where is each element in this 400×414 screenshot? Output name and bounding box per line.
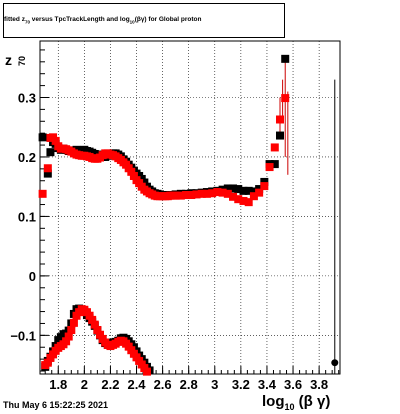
data-point: [213, 188, 222, 197]
data-point: [129, 171, 138, 180]
data-point: [331, 359, 339, 367]
data-point: [96, 330, 104, 339]
data-point: [187, 191, 196, 200]
plot-title: fitted z70 versus TpcTrackLength and log…: [4, 16, 300, 24]
x-tick-label: 3.2: [232, 377, 250, 392]
x-tick-label: 2.2: [101, 377, 119, 392]
y-tick-label: 0.2: [18, 150, 36, 165]
x-tick-label: 2: [81, 377, 88, 392]
y-tick-label: 0.1: [18, 209, 36, 224]
data-point: [229, 192, 238, 201]
data-point: [43, 169, 52, 178]
data-point: [223, 184, 232, 193]
data-point: [176, 191, 185, 200]
title-mid: versus TpcTrackLength and log: [29, 16, 130, 23]
x-tick-label: 2.8: [180, 377, 198, 392]
data-point: [38, 189, 47, 198]
title-sub2: 10: [129, 19, 135, 25]
data-point: [234, 195, 243, 204]
data-point: [127, 167, 136, 176]
y-axis-label-subscript: 70: [17, 55, 27, 66]
data-point: [244, 198, 253, 207]
x-tick-label: 3.8: [310, 377, 328, 392]
x-tick-label: 3: [211, 377, 218, 392]
x-tick-label: 2.6: [154, 377, 172, 392]
axes: [40, 49, 340, 374]
data-point: [249, 187, 258, 196]
data-point: [239, 196, 248, 205]
data-point: [223, 189, 232, 198]
data-point: [93, 325, 102, 334]
data-point: [62, 337, 71, 346]
x-tick-label: 2.4: [127, 377, 146, 392]
data-point: [192, 190, 201, 199]
title-box: fitted z70 versus TpcTrackLength and log…: [3, 3, 285, 38]
tick-labels: 1.8 2 2.2 2.4 2.6 2.8 3 3.2 3.4 3.6 3.8 −0.1 0 0.1 0.2…: [10, 90, 328, 392]
data-point: [244, 186, 253, 195]
y-tick-label: −0.1: [10, 328, 36, 343]
title-sub: 70: [24, 19, 30, 25]
data-point: [218, 188, 227, 197]
data-point: [276, 115, 284, 124]
data-point: [171, 191, 180, 200]
data-point: [140, 178, 149, 187]
timestamp: Thu May 6 15:22:25 2021: [3, 400, 109, 410]
data-point: [270, 160, 279, 169]
data-point: [239, 186, 248, 195]
data-point: [276, 131, 284, 140]
data-point: [67, 325, 76, 334]
data-point: [281, 94, 290, 103]
y-tick-label: 0.3: [18, 90, 36, 105]
data-point: [46, 148, 55, 157]
data-markers: [38, 54, 339, 376]
data-point: [260, 182, 269, 191]
plot-frame: [39, 40, 341, 375]
data-point: [51, 136, 60, 145]
data-point: [281, 54, 290, 63]
data-point: [85, 311, 94, 320]
data-point: [249, 192, 258, 201]
y-tick-label: 0: [29, 269, 36, 284]
x-tick-label: 1.8: [49, 377, 67, 392]
data-point: [90, 320, 99, 329]
x-axis-label: log10 (β γ): [262, 393, 331, 412]
data-point: [88, 315, 97, 324]
data-point: [43, 358, 52, 367]
data-point: [182, 191, 191, 200]
title-post: (βγ) for Global proton: [134, 16, 202, 23]
data-point: [202, 189, 211, 198]
grid-lines: [40, 41, 340, 374]
data-point: [43, 164, 52, 173]
data-point: [38, 133, 47, 142]
data-point: [260, 177, 269, 186]
data-point: [229, 184, 238, 193]
data-point: [270, 143, 279, 152]
data-point: [64, 332, 73, 341]
x-tick-label: 3.6: [284, 377, 302, 392]
data-point: [234, 185, 243, 194]
data-point: [208, 189, 217, 198]
data-point: [197, 189, 206, 198]
data-point: [69, 318, 78, 327]
data-point: [255, 188, 264, 197]
title-pre: fitted z: [4, 16, 25, 23]
data-point: [142, 367, 151, 376]
x-tick-label: 3.4: [258, 377, 277, 392]
y-axis-label: z: [5, 52, 12, 68]
data-point: [265, 163, 274, 172]
